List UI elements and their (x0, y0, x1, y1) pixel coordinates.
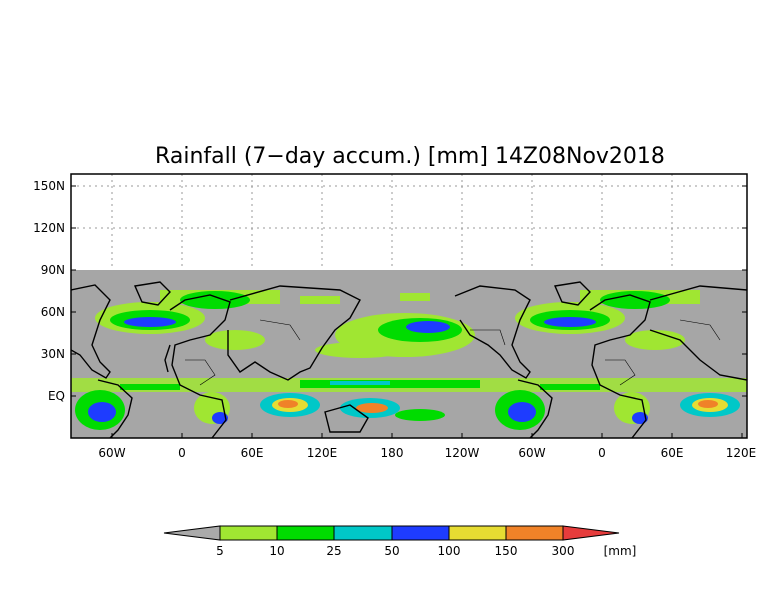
y-tick-label: 90N (41, 263, 65, 277)
colorbar-unit: [mm] (604, 544, 637, 558)
colorbar-bin (333, 525, 393, 541)
y-axis (71, 185, 747, 397)
x-tick-label: 120E (307, 446, 338, 460)
y-tick-label: 60N (41, 305, 65, 319)
colorbar-bin (219, 525, 278, 541)
y-tick-label: 120N (33, 221, 65, 235)
x-tick-label: 60E (661, 446, 684, 460)
y-tick-label: 30N (41, 347, 65, 361)
north-pacific-storm (315, 313, 475, 358)
x-tick-label: 60W (98, 446, 125, 460)
rainfall-field (71, 270, 747, 438)
maritime-continent-heavy-rain (260, 393, 740, 421)
colorbar-below-triangle (163, 525, 221, 541)
north-atlantic-storm (95, 302, 625, 334)
plot-border (70, 173, 748, 439)
colorbar-label: 10 (269, 544, 284, 558)
colorbar-bin (448, 525, 507, 541)
x-tick-label: 120W (445, 446, 480, 460)
x-tick-label: 180 (381, 446, 404, 460)
colorbar-label: 50 (384, 544, 399, 558)
colorbar (163, 525, 620, 541)
x-tick-label: 60E (241, 446, 264, 460)
x-tick-label: 0 (598, 446, 606, 460)
map-title: Rainfall (7−day accum.) [mm] 14Z08Nov201… (155, 144, 665, 169)
y-tick-label: 150N (33, 179, 65, 193)
colorbar-bin (276, 525, 335, 541)
gridlines (71, 174, 747, 270)
colorbar-label: 100 (438, 544, 461, 558)
x-tick-label: 60W (518, 446, 545, 460)
colorbar-above-triangle (562, 525, 620, 541)
colorbar-label: 25 (326, 544, 341, 558)
x-axis (111, 433, 743, 438)
colorbar-label: 5 (216, 544, 224, 558)
colorbar-bin (505, 525, 564, 541)
continental-convection (75, 390, 650, 430)
x-tick-label: 120E (726, 446, 757, 460)
eurasia-rain (180, 291, 685, 350)
coastlines (71, 281, 747, 438)
tropical-rain-band (71, 378, 747, 392)
x-tick-label: 0 (178, 446, 186, 460)
colorbar-label: 300 (552, 544, 575, 558)
country-borders (185, 319, 721, 386)
colorbar-label: 150 (495, 544, 518, 558)
y-tick-label: EQ (48, 389, 65, 403)
colorbar-bin (391, 525, 450, 541)
